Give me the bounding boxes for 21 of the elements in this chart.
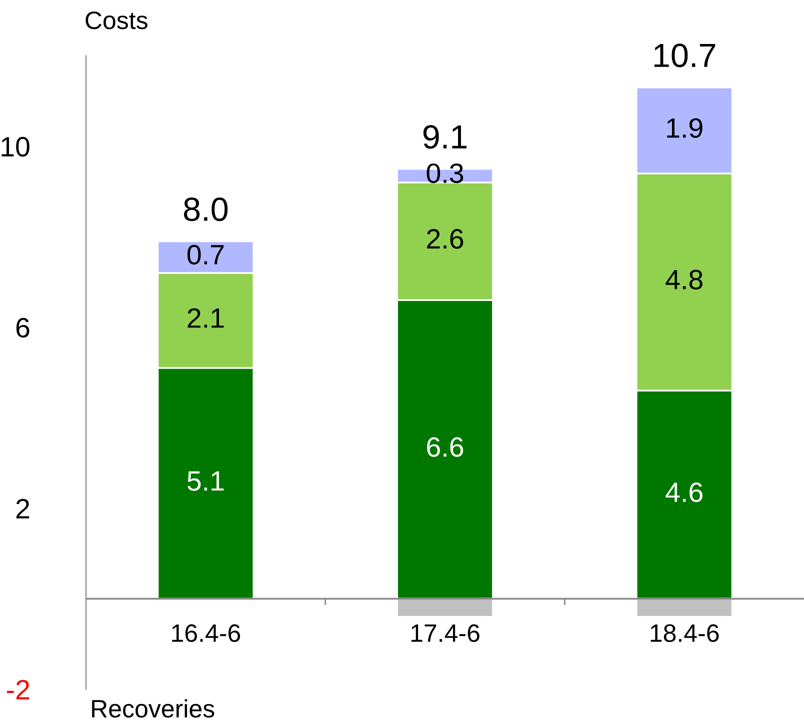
y-tick-label: 10 bbox=[2, 136, 30, 157]
data-label: 5.1 bbox=[187, 471, 224, 491]
data-label: 4.8 bbox=[666, 270, 702, 290]
x-tick-label: 16.4-6 bbox=[172, 624, 240, 642]
data-label: 1.9 bbox=[667, 118, 702, 138]
y-tick-label: 6 bbox=[16, 318, 30, 338]
y-tick-label: 2 bbox=[16, 498, 30, 518]
data-label: 2.6 bbox=[427, 229, 464, 249]
x-tick-label: 18.4-6 bbox=[650, 624, 719, 642]
x-tick-label: 17.4-6 bbox=[411, 624, 480, 642]
data-label: 0.3 bbox=[426, 163, 464, 184]
total-label: 10.7 bbox=[654, 44, 716, 68]
data-label: 0.7 bbox=[187, 244, 224, 265]
total-label: 9.1 bbox=[423, 125, 467, 149]
data-label: 4.6 bbox=[666, 482, 702, 502]
text: Recoveries bbox=[92, 699, 214, 718]
y-tick-label: -2 bbox=[7, 680, 30, 700]
data-label: 2.1 bbox=[188, 308, 224, 328]
data-label: 6.6 bbox=[427, 437, 464, 457]
text: Costs bbox=[86, 12, 148, 30]
total-label: 8.0 bbox=[184, 198, 228, 222]
